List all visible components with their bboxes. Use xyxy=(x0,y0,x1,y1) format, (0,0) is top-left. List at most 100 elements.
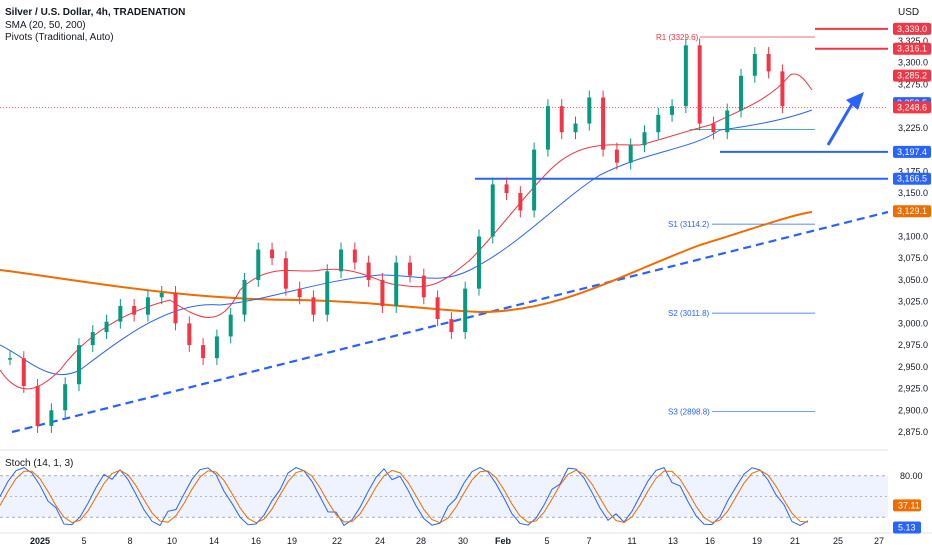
price-label: 3,316.1 xyxy=(897,44,927,54)
price-label: 3,285.2 xyxy=(897,71,927,81)
price-label-bg xyxy=(893,69,931,82)
sma-legend[interactable]: SMA (20, 50, 200) xyxy=(5,20,86,31)
y-tick-label: 3,175.0 xyxy=(898,166,928,176)
stoch-value: 5.13 xyxy=(898,522,916,532)
candle-body xyxy=(711,123,716,133)
x-tick-label: 2025 xyxy=(30,536,50,546)
candle-body xyxy=(380,279,385,307)
candle-body xyxy=(628,145,633,163)
candle-body xyxy=(587,97,592,124)
y-tick-label: 3,275.0 xyxy=(898,79,928,89)
pivot-label: S2 (3011.8) xyxy=(668,309,710,318)
x-tick-label: 16 xyxy=(705,536,715,546)
stoch-k-line xyxy=(0,466,809,527)
candle-body xyxy=(352,249,357,263)
y-tick-label: 3,225.0 xyxy=(898,123,928,133)
price-label: 3,339.0 xyxy=(897,24,927,34)
x-tick-label: 10 xyxy=(167,536,177,546)
candle-body xyxy=(159,292,164,298)
currency-label[interactable]: USD xyxy=(898,7,920,18)
candle-body xyxy=(270,249,275,259)
x-tick-label: 27 xyxy=(874,536,884,546)
price-label-bg xyxy=(893,42,931,55)
candle-body xyxy=(49,410,54,426)
candle-body xyxy=(725,110,730,133)
y-tick-label: 3,075.0 xyxy=(898,253,928,263)
y-tick-label: 3,025.0 xyxy=(898,297,928,307)
candle-body xyxy=(518,193,523,211)
stoch-value-bg xyxy=(893,521,921,534)
candle-body xyxy=(214,336,219,359)
trendline xyxy=(11,210,889,434)
candle-body xyxy=(559,106,564,133)
price-label-bg xyxy=(893,205,931,218)
candle-body xyxy=(283,258,288,289)
y-tick-label: 2,925.0 xyxy=(898,384,928,394)
trend-arrow xyxy=(826,103,854,146)
candle-body xyxy=(421,275,426,298)
y-tick-label: 3,300.0 xyxy=(898,58,928,68)
candle-body xyxy=(63,384,68,411)
candle-body xyxy=(132,306,137,315)
candle-body xyxy=(463,288,468,333)
x-tick-label: 21 xyxy=(790,536,800,546)
candle-body xyxy=(683,45,688,107)
candle-body xyxy=(297,288,302,298)
price-label-bg xyxy=(893,172,931,185)
candle-body xyxy=(504,184,509,194)
candle-body xyxy=(656,114,661,133)
candle-body xyxy=(573,123,578,133)
sma20-line xyxy=(0,73,813,390)
candle-body xyxy=(408,262,412,276)
x-tick-label: 5 xyxy=(544,536,549,546)
candle-body xyxy=(339,249,344,272)
candle-body xyxy=(642,132,647,146)
y-tick-label: 3,325.0 xyxy=(898,36,928,46)
x-tick-label: 14 xyxy=(209,536,219,546)
candle-body xyxy=(739,75,744,111)
pivot-label: R1 (3329.6) xyxy=(656,33,699,42)
stoch-d-line xyxy=(0,469,809,524)
candle-body xyxy=(8,358,12,360)
candle-body xyxy=(670,106,675,115)
price-label: 3,129.1 xyxy=(897,206,927,216)
candle-body xyxy=(325,271,330,315)
y-tick-label: 3,150.0 xyxy=(898,188,928,198)
price-label: 3,248.6 xyxy=(897,102,927,112)
y-tick-label: 3,100.0 xyxy=(898,232,928,242)
x-tick-label: 25 xyxy=(833,536,843,546)
stoch-legend[interactable]: Stoch (14, 1, 3) xyxy=(5,458,74,469)
candle-body xyxy=(242,279,247,315)
candle-body xyxy=(187,323,192,346)
stoch-value-bg xyxy=(893,499,921,512)
x-tick-label: 28 xyxy=(416,536,426,546)
candle-body xyxy=(256,249,261,280)
candle-body xyxy=(394,262,399,307)
candle-body xyxy=(449,319,454,333)
x-tick-label: 8 xyxy=(127,536,132,546)
y-tick-label: 3,050.0 xyxy=(898,275,928,285)
pivots-legend[interactable]: Pivots (Traditional, Auto) xyxy=(5,32,114,43)
x-tick-label: 5 xyxy=(81,536,86,546)
candle-body xyxy=(435,297,440,320)
price-label-bg xyxy=(893,101,931,114)
chart-title: Silver / U.S. Dollar, 4h, TRADENATION xyxy=(5,7,186,18)
x-tick-label: 19 xyxy=(752,536,762,546)
candle-body xyxy=(145,297,150,315)
y-tick-label: 2,950.0 xyxy=(898,362,928,372)
candle-body xyxy=(21,358,26,386)
candle-body xyxy=(490,184,495,237)
x-tick-label: 30 xyxy=(458,536,468,546)
candle-body xyxy=(90,332,95,346)
candle-body xyxy=(780,71,785,107)
candle-body xyxy=(35,385,40,426)
candle-body xyxy=(173,292,178,324)
price-label: 3,166.5 xyxy=(897,174,927,184)
candle-body xyxy=(228,314,233,337)
y-tick-label: 2,900.0 xyxy=(898,405,928,415)
candle-body xyxy=(76,345,81,385)
candle-body xyxy=(601,97,606,150)
x-tick-label: Feb xyxy=(495,536,512,546)
